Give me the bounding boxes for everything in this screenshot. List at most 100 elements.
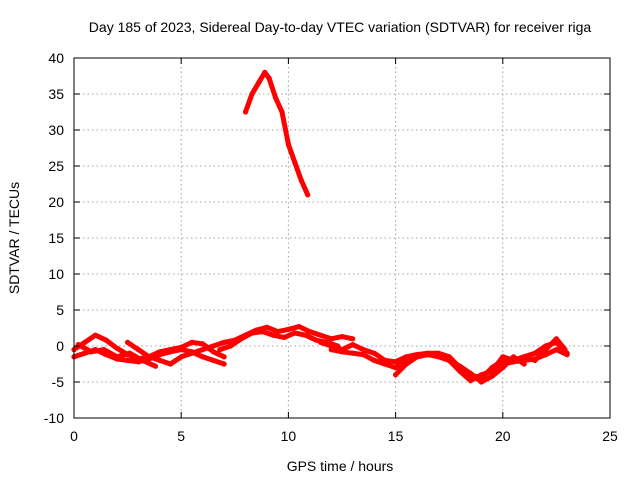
data-point bbox=[393, 365, 399, 371]
data-point bbox=[210, 349, 216, 355]
y-tick-label: 25 bbox=[48, 158, 64, 174]
data-point bbox=[217, 347, 223, 353]
data-point bbox=[152, 363, 159, 369]
data-point bbox=[135, 347, 141, 353]
y-tick-label: 40 bbox=[48, 50, 64, 66]
series-line bbox=[243, 69, 311, 198]
data-point bbox=[264, 324, 270, 330]
data-point bbox=[210, 343, 216, 349]
ticks: 0 5 10 15 20 25 -10 -5 0 5 10 15 20 25 30 35 40 bbox=[44, 50, 618, 444]
y-tick-label: 10 bbox=[48, 266, 64, 282]
data-point bbox=[328, 347, 334, 353]
data-point bbox=[292, 330, 298, 336]
data-point bbox=[221, 361, 227, 367]
x-axis-label: GPS time / hours bbox=[287, 458, 394, 474]
data-point bbox=[88, 349, 94, 355]
series-arc-i bbox=[489, 336, 568, 374]
data-point bbox=[296, 324, 302, 330]
data-point bbox=[266, 75, 272, 81]
y-tick-label: 0 bbox=[56, 338, 64, 354]
data-point bbox=[114, 354, 120, 360]
data-point bbox=[292, 159, 298, 165]
data-point bbox=[425, 352, 431, 358]
data-point bbox=[200, 341, 206, 347]
data-point bbox=[249, 330, 255, 336]
data-point bbox=[221, 354, 227, 360]
data-point bbox=[210, 357, 216, 363]
data-point bbox=[562, 347, 568, 353]
grid bbox=[74, 58, 610, 418]
data-point bbox=[532, 350, 538, 356]
data-point bbox=[279, 109, 285, 115]
data-point bbox=[285, 141, 291, 147]
data-point bbox=[200, 347, 206, 353]
data-point bbox=[318, 339, 324, 345]
data-point bbox=[262, 69, 268, 75]
series-arc-d bbox=[125, 324, 356, 367]
data-point bbox=[543, 347, 549, 353]
data-point bbox=[489, 373, 495, 379]
data-point bbox=[178, 354, 184, 360]
data-point bbox=[521, 354, 527, 360]
series-group bbox=[71, 69, 570, 385]
data-point bbox=[553, 336, 560, 342]
data-point bbox=[350, 342, 356, 348]
data-point bbox=[446, 357, 452, 363]
data-point bbox=[360, 347, 366, 353]
data-point bbox=[178, 347, 184, 353]
data-point bbox=[328, 336, 334, 342]
data-point bbox=[360, 352, 366, 358]
series-arc-h bbox=[393, 352, 527, 385]
data-point bbox=[307, 329, 313, 335]
data-point bbox=[468, 370, 474, 376]
data-point bbox=[500, 354, 506, 360]
y-tick-label: -10 bbox=[44, 410, 64, 426]
data-point bbox=[339, 349, 345, 355]
y-tick-label: -5 bbox=[52, 374, 65, 390]
x-tick-label: 15 bbox=[388, 428, 404, 444]
y-tick-label: 5 bbox=[56, 302, 64, 318]
data-point bbox=[414, 354, 420, 360]
data-point bbox=[457, 363, 463, 369]
data-point bbox=[393, 372, 399, 378]
data-point bbox=[435, 354, 442, 360]
data-point bbox=[371, 357, 377, 363]
series-arc-high bbox=[242, 69, 311, 198]
x-tick-label: 10 bbox=[281, 428, 297, 444]
data-point bbox=[270, 332, 276, 338]
data-point bbox=[200, 354, 206, 360]
data-point bbox=[328, 343, 334, 349]
x-tick-label: 20 bbox=[495, 428, 511, 444]
data-point bbox=[167, 361, 174, 367]
data-point bbox=[350, 336, 356, 342]
data-point bbox=[371, 350, 377, 356]
data-point bbox=[82, 350, 88, 356]
data-point bbox=[564, 352, 570, 358]
data-point bbox=[510, 357, 517, 363]
data-point bbox=[82, 339, 88, 345]
data-point bbox=[249, 91, 255, 97]
data-point bbox=[260, 329, 266, 335]
data-point bbox=[92, 332, 98, 338]
y-axis-label: SDTVAR / TECUs bbox=[6, 182, 22, 294]
data-point bbox=[221, 339, 227, 345]
data-point bbox=[157, 357, 163, 363]
data-point bbox=[255, 80, 261, 86]
data-point bbox=[101, 347, 107, 353]
data-point bbox=[478, 372, 484, 378]
data-point bbox=[146, 354, 152, 360]
y-tick-label: 20 bbox=[48, 194, 64, 210]
x-tick-label: 25 bbox=[602, 428, 618, 444]
data-point bbox=[272, 95, 279, 101]
data-point bbox=[478, 379, 484, 385]
data-point bbox=[167, 349, 174, 355]
y-tick-label: 35 bbox=[48, 86, 64, 102]
data-point bbox=[242, 109, 249, 115]
data-point bbox=[238, 336, 244, 342]
data-point bbox=[468, 378, 474, 384]
y-tick-label: 30 bbox=[48, 122, 64, 138]
x-tick-label: 0 bbox=[70, 428, 78, 444]
data-point bbox=[157, 352, 163, 358]
data-point bbox=[227, 343, 234, 349]
